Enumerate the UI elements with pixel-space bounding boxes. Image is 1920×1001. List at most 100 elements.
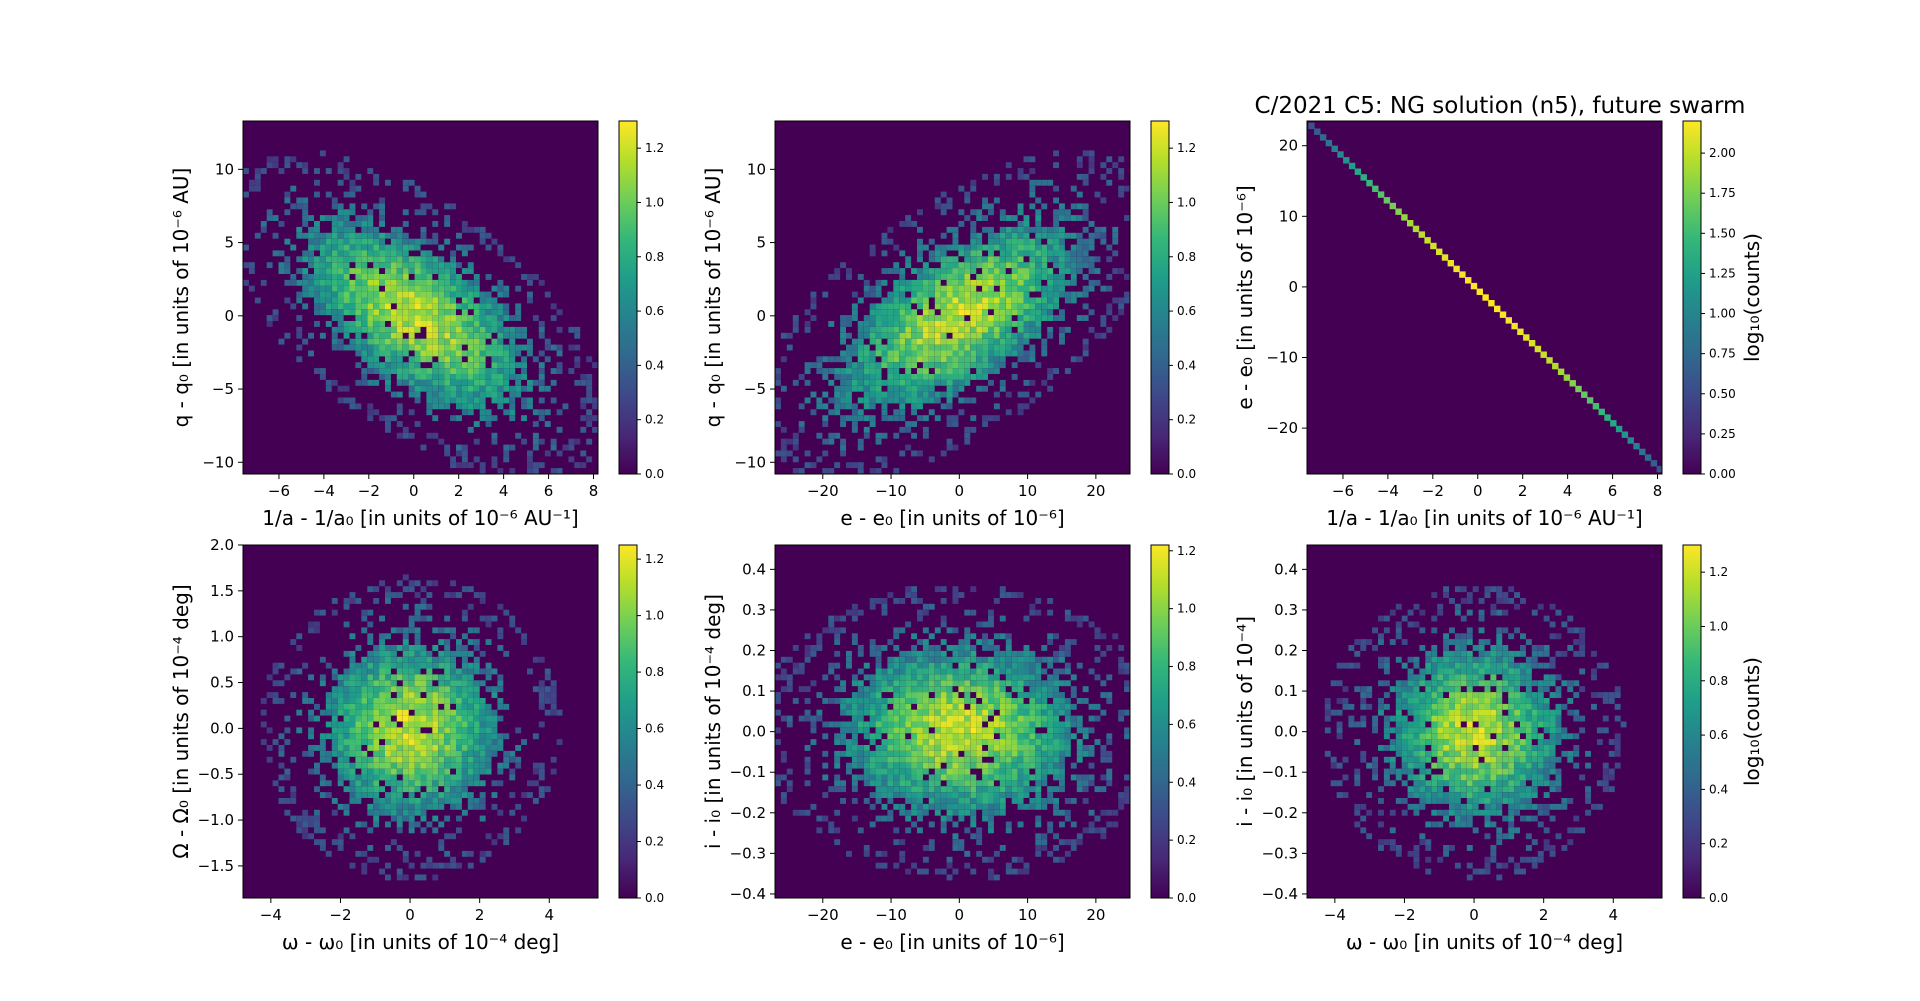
heatmap-cell [1035,804,1041,810]
heatmap-cell [332,333,338,339]
heatmap-cell [1035,698,1041,704]
heatmap-cell [846,663,852,669]
heatmap-cell [1000,592,1006,598]
heatmap-cell [1035,669,1041,675]
heatmap-cell [444,286,450,292]
heatmap-cell [964,751,970,757]
heatmap-cell [858,680,864,686]
heatmap-cell [391,368,397,374]
heatmap-cell [947,421,953,427]
heatmap-cell [1059,233,1065,239]
heatmap-cell [947,786,953,792]
heatmap-cell [864,368,870,374]
heatmap-cell [917,757,923,763]
heatmap-cell [887,303,893,309]
heatmap-cell [344,274,350,280]
heatmap-cell [397,286,403,292]
heatmap-cell [1035,751,1041,757]
heatmap-cell [947,268,953,274]
heatmap-cell [1100,680,1106,686]
heatmap-cell [432,298,438,304]
heatmap-cell [492,345,498,351]
heatmap-cell [397,733,403,739]
colorbar-tick-label: 0.75 [1709,347,1736,361]
heatmap-cell [367,733,373,739]
heatmap-cell [1059,209,1065,215]
heatmap-cell [1012,333,1018,339]
heatmap-cell [1083,215,1089,221]
heatmap-cell [468,268,474,274]
heatmap-cell [964,351,970,357]
heatmap-cell [444,651,450,657]
heatmap-cell [1035,798,1041,804]
heatmap-cell [379,351,385,357]
heatmap-cell [941,351,947,357]
heatmap-cell [344,716,350,722]
heatmap-cell [308,716,314,722]
heatmap-cell [964,633,970,639]
heatmap-cell [1041,339,1047,345]
heatmap-cell [870,368,876,374]
heatmap-cell [338,286,344,292]
heatmap-cell [415,186,421,192]
heatmap-cell [864,351,870,357]
heatmap-cell [533,780,539,786]
heatmap-cell [858,468,864,474]
heatmap-cell [846,345,852,351]
heatmap-cell [882,686,888,692]
heatmap-cell [899,268,905,274]
heatmap-cell [344,827,350,833]
heatmap-cell [941,775,947,781]
heatmap-cell [899,651,905,657]
heatmap-cell [870,327,876,333]
heatmap-cell [941,716,947,722]
heatmap-cell [1095,704,1101,710]
heatmap-cell [941,356,947,362]
heatmap-cell [367,209,373,215]
heatmap-cell [403,280,409,286]
heatmap-cell [1018,245,1024,251]
heatmap-cell [462,339,468,345]
heatmap-cell [527,468,533,474]
heatmap-cell [941,722,947,728]
heatmap-cell [923,315,929,321]
heatmap-cell [444,292,450,298]
heatmap-cell [432,745,438,751]
heatmap-cell [492,433,498,439]
heatmap-cell [887,698,893,704]
heatmap-cell [456,303,462,309]
heatmap-cell [941,333,947,339]
heatmap-cell [905,686,911,692]
heatmap-cell [1024,262,1030,268]
heatmap-cell [1006,245,1012,251]
heatmap-cell [1024,156,1030,162]
heatmap-cell [976,851,982,857]
heatmap-cell [403,663,409,669]
heatmap-cell [882,403,888,409]
heatmap-cell [982,198,988,204]
heatmap-cell [1065,298,1071,304]
heatmap-cell [917,816,923,822]
heatmap-cell [893,727,899,733]
heatmap-cell [551,398,557,404]
heatmap-cell [450,456,456,462]
heatmap-cell [415,580,421,586]
heatmap-cell [509,327,515,333]
heatmap-cell [474,763,480,769]
heatmap-cell [397,769,403,775]
heatmap-cell [935,727,941,733]
heatmap-cell [1047,268,1053,274]
heatmap-cell [438,674,444,680]
heatmap-cell [355,298,361,304]
heatmap-cell [302,810,308,816]
heatmap-cell [438,680,444,686]
heatmap-cell [787,686,793,692]
heatmap-cell [882,722,888,728]
heatmap-cell [314,233,320,239]
heatmap-cell [492,745,498,751]
heatmap-cell [923,392,929,398]
heatmap-cell [403,857,409,863]
heatmap-cell [450,321,456,327]
heatmap-cell [994,775,1000,781]
heatmap-cell [533,468,539,474]
